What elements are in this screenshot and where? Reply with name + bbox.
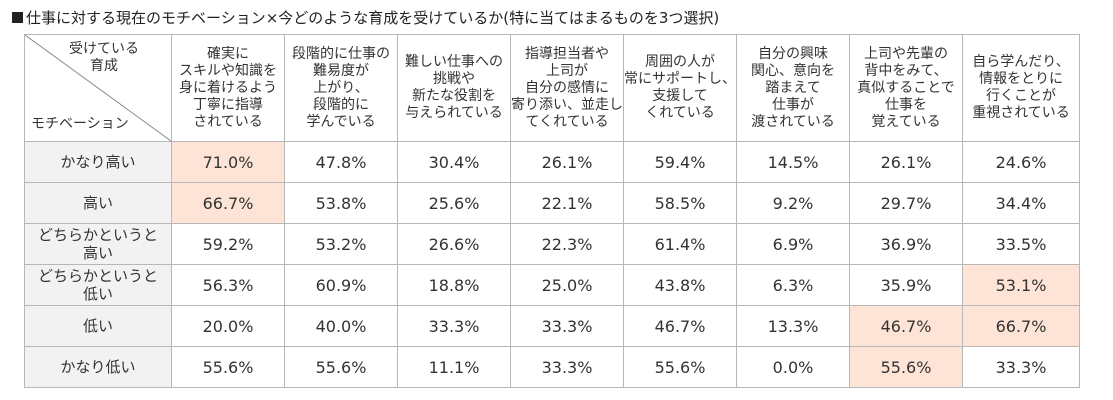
table-cell: 34.4%: [962, 182, 1080, 224]
table-cell: 9.2%: [736, 182, 850, 224]
table-body: かなり高い 71.0% 47.8% 30.4% 26.1% 59.4% 14.5% 26.1%…: [24, 141, 1080, 388]
column-header: 自分の興味 関心、意向を 踏まえて 仕事が 渡されている: [736, 34, 850, 142]
table-cell: 33.3%: [510, 305, 624, 347]
table-row: どちらかというと 低い 56.3% 60.9% 18.8% 25.0% 43.8% 6.3%…: [24, 264, 1080, 306]
table-cell: 33.5%: [962, 223, 1080, 265]
table-cell: 14.5%: [736, 141, 850, 183]
table-cell: 43.8%: [623, 264, 737, 306]
corner-diagonal-line: [25, 35, 171, 141]
corner-label-motivation: モチベーション: [31, 116, 129, 132]
column-header: 自ら学んだり、 情報をとりに 行くことが 重視されている: [962, 34, 1080, 142]
column-header: 段階的に仕事の 難易度が 上がり、 段階的に 学んでいる: [284, 34, 398, 142]
row-header: どちらかというと 高い: [24, 223, 172, 265]
table-cell: 0.0%: [736, 346, 850, 388]
table-cell: 26.6%: [397, 223, 511, 265]
table-cell: 6.3%: [736, 264, 850, 306]
corner-header-cell: 受けている 育成 モチベーション: [24, 34, 172, 142]
table-cell: 22.1%: [510, 182, 624, 224]
table-row: 低い 20.0% 40.0% 33.3% 33.3% 46.7% 13.3% 46.7% 66.…: [24, 305, 1080, 347]
table-cell: 25.0%: [510, 264, 624, 306]
table-cell: 47.8%: [284, 141, 398, 183]
square-bullet-icon: [12, 12, 23, 23]
table-cell: 11.1%: [397, 346, 511, 388]
table-cell: 26.1%: [510, 141, 624, 183]
table-cell: 35.9%: [849, 264, 963, 306]
table-cell: 59.2%: [171, 223, 285, 265]
column-header: 難しい仕事への 挑戦や 新たな役割を 与えられている: [397, 34, 511, 142]
table-row: かなり高い 71.0% 47.8% 30.4% 26.1% 59.4% 14.5% 26.1%…: [24, 141, 1080, 183]
table-cell: 33.3%: [397, 305, 511, 347]
table-cell: 55.6%: [171, 346, 285, 388]
cross-tab-table: 受けている 育成 モチベーション 確実に スキルや知識を 身に着けるよう 丁寧に…: [24, 34, 1080, 388]
table-cell: 55.6%: [849, 346, 963, 388]
table-cell: 13.3%: [736, 305, 850, 347]
table-cell: 36.9%: [849, 223, 963, 265]
table-cell: 46.7%: [849, 305, 963, 347]
table-cell: 53.1%: [962, 264, 1080, 306]
table-title: 仕事に対する現在のモチベーション×今どのような育成を受けているか(特に当てはまる…: [12, 7, 719, 28]
table-cell: 20.0%: [171, 305, 285, 347]
table-cell: 59.4%: [623, 141, 737, 183]
table-cell: 24.6%: [962, 141, 1080, 183]
table-cell: 6.9%: [736, 223, 850, 265]
table-row: どちらかというと 高い 59.2% 53.2% 26.6% 22.3% 61.4% 6.9%…: [24, 223, 1080, 265]
row-header: 低い: [24, 305, 172, 347]
column-header: 上司や先輩の 背中をみて、 真似することで 仕事を 覚えている: [849, 34, 963, 142]
table-cell: 56.3%: [171, 264, 285, 306]
row-header: かなり高い: [24, 141, 172, 183]
column-header: 確実に スキルや知識を 身に着けるよう 丁寧に指導 されている: [171, 34, 285, 142]
table-cell: 55.6%: [284, 346, 398, 388]
table-cell: 55.6%: [623, 346, 737, 388]
table-cell: 25.6%: [397, 182, 511, 224]
table-cell: 29.7%: [849, 182, 963, 224]
table-cell: 60.9%: [284, 264, 398, 306]
row-header: どちらかというと 低い: [24, 264, 172, 306]
table-cell: 46.7%: [623, 305, 737, 347]
table-cell: 33.3%: [962, 346, 1080, 388]
table-cell: 58.5%: [623, 182, 737, 224]
table-cell: 18.8%: [397, 264, 511, 306]
table-row: 高い 66.7% 53.8% 25.6% 22.1% 58.5% 9.2% 29.7% 34.4…: [24, 182, 1080, 224]
table-cell: 61.4%: [623, 223, 737, 265]
column-header: 指導担当者や 上司が 自分の感情に 寄り添い、並走し てくれている: [510, 34, 624, 142]
column-header: 周囲の人が 常にサポートし、 支援して くれている: [623, 34, 737, 142]
table-row: かなり低い 55.6% 55.6% 11.1% 33.3% 55.6% 0.0% 55.6% 3…: [24, 346, 1080, 388]
header-row: 受けている 育成 モチベーション 確実に スキルや知識を 身に着けるよう 丁寧に…: [24, 34, 1080, 142]
row-header: 高い: [24, 182, 172, 224]
row-header: かなり低い: [24, 346, 172, 388]
table-cell: 53.2%: [284, 223, 398, 265]
table-cell: 66.7%: [962, 305, 1080, 347]
table-cell: 40.0%: [284, 305, 398, 347]
table-cell: 71.0%: [171, 141, 285, 183]
table-cell: 22.3%: [510, 223, 624, 265]
table-cell: 26.1%: [849, 141, 963, 183]
table-cell: 33.3%: [510, 346, 624, 388]
table-cell: 53.8%: [284, 182, 398, 224]
table-cell: 30.4%: [397, 141, 511, 183]
table-title-text: 仕事に対する現在のモチベーション×今どのような育成を受けているか(特に当てはまる…: [26, 9, 720, 27]
table-cell: 66.7%: [171, 182, 285, 224]
corner-label-training: 受けている 育成: [69, 41, 139, 74]
